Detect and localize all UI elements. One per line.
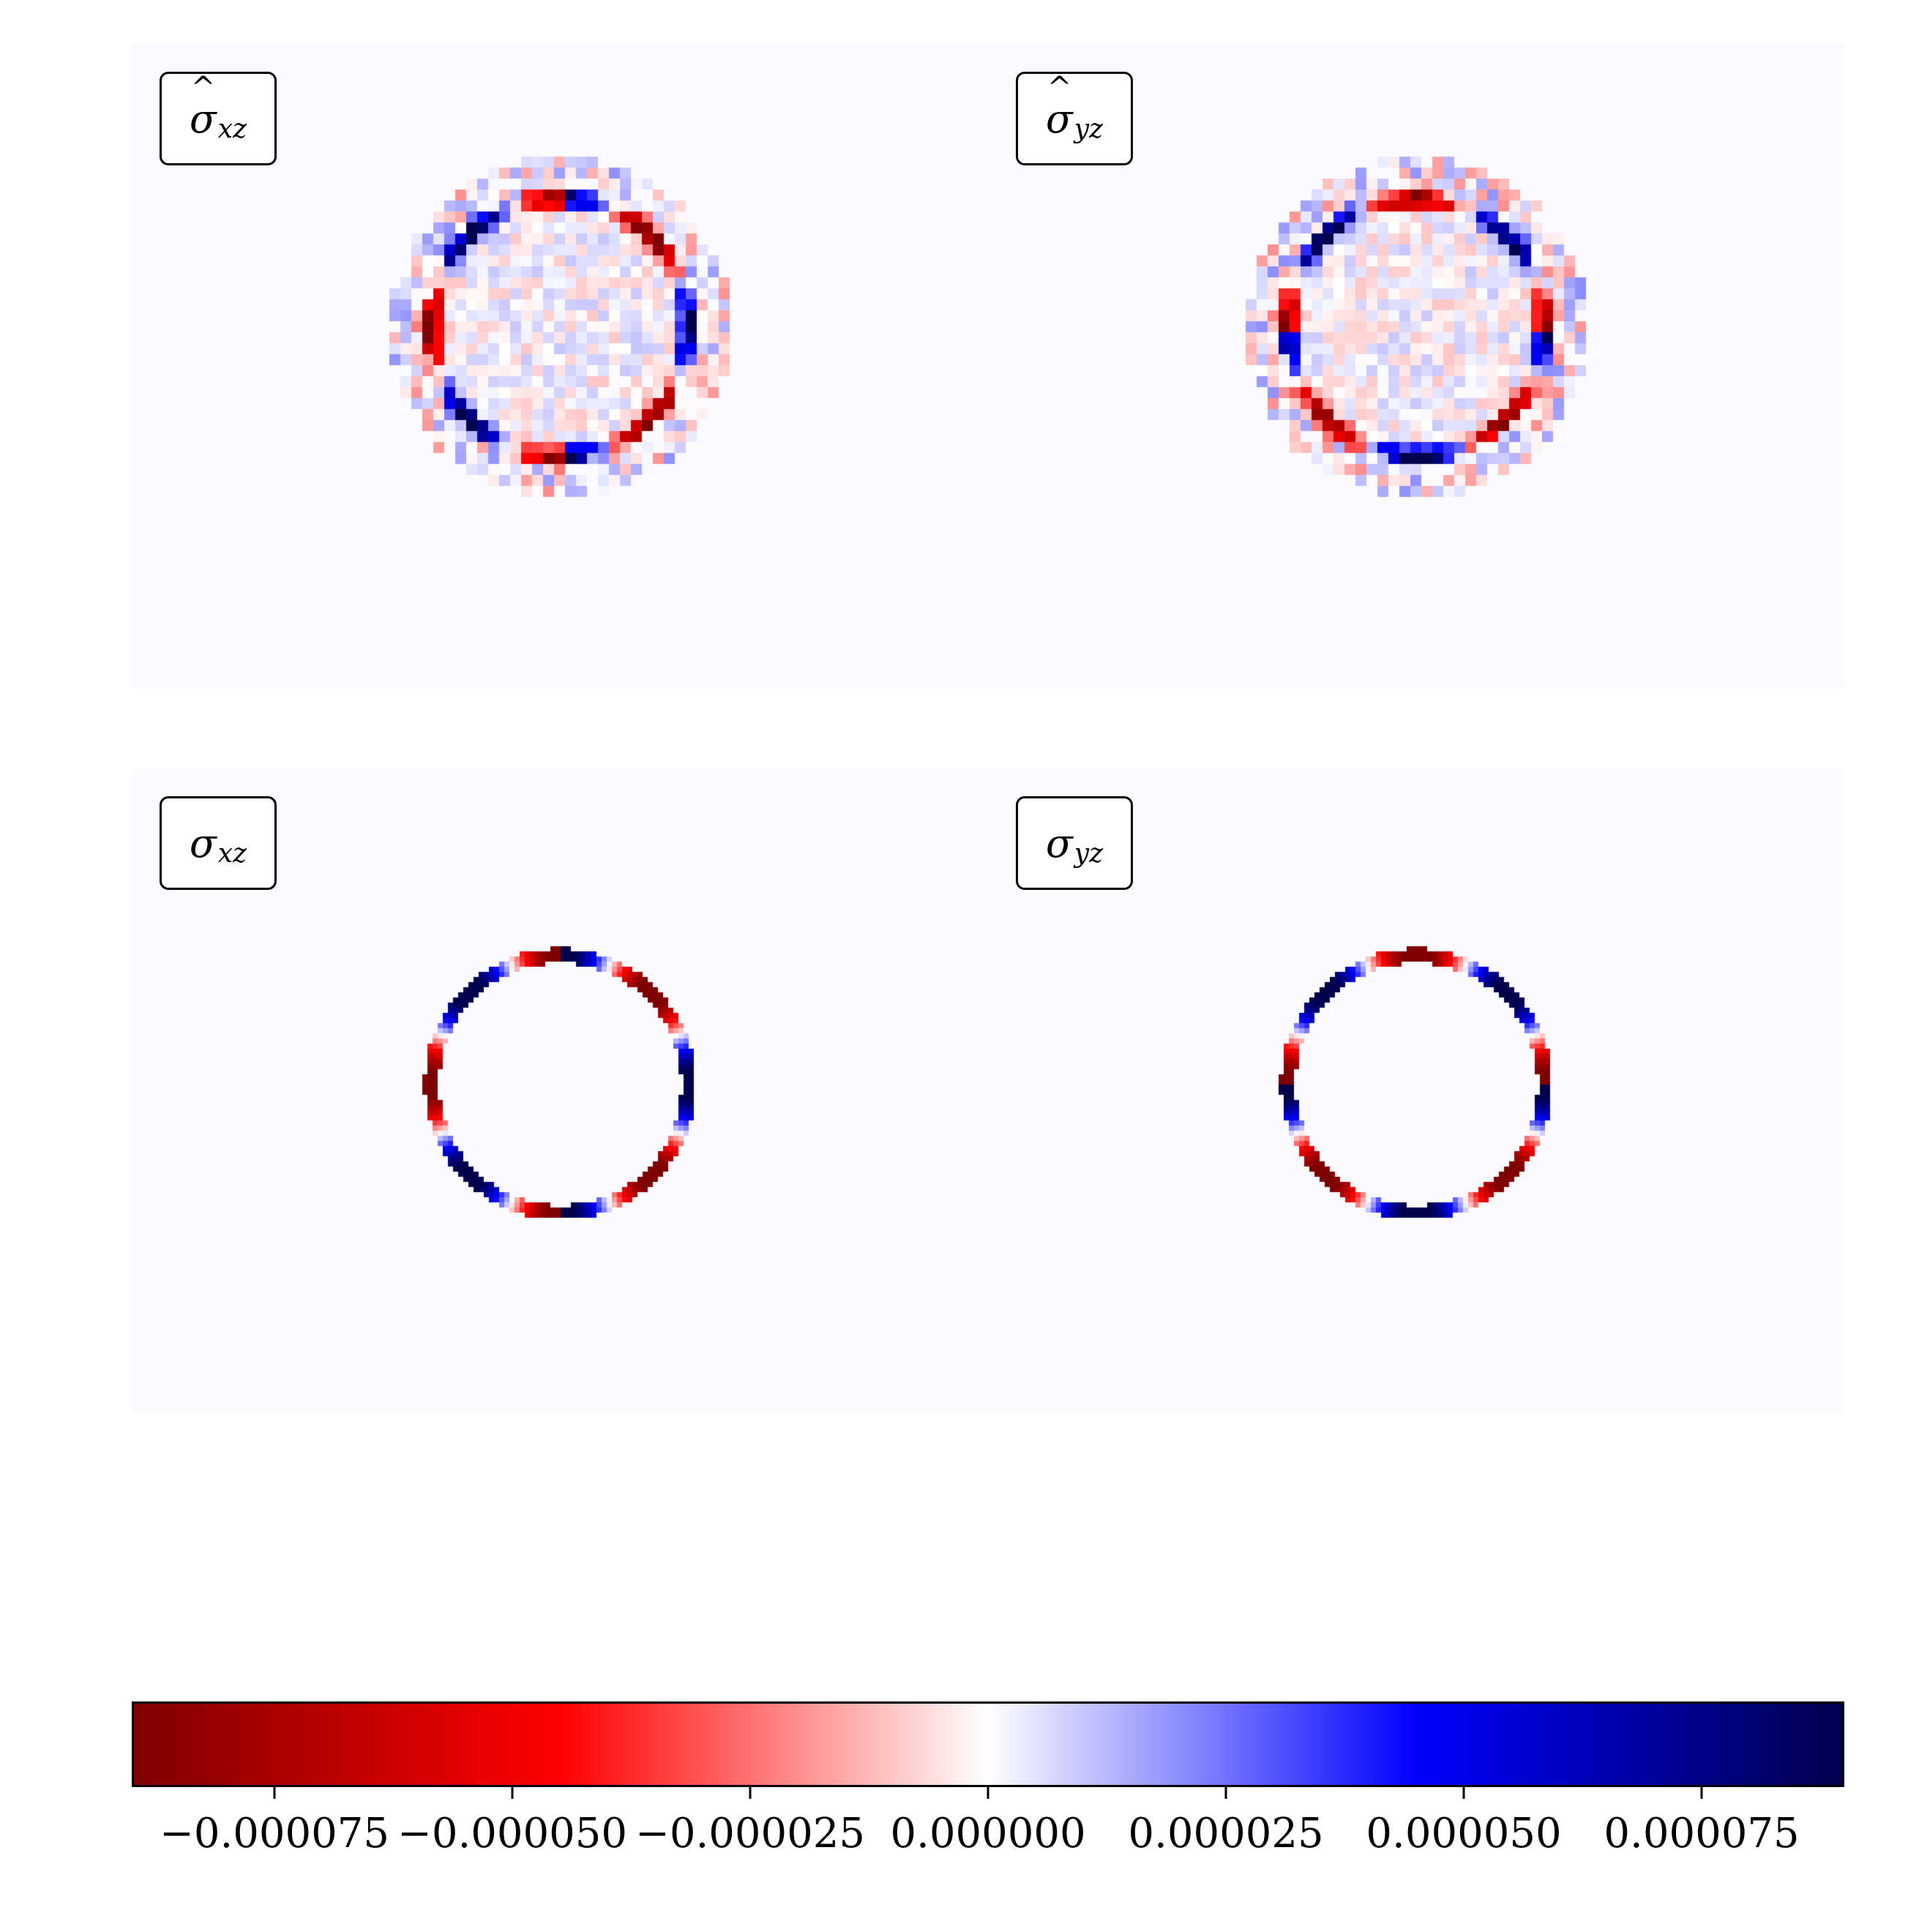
colorbar-tick-label: −0.000025 xyxy=(635,1810,865,1857)
panel-label-sigma-xz: σ xz xyxy=(160,796,277,890)
heatmap-panel-hat-sigma-yz: ^ σ yz xyxy=(988,44,1844,688)
heatmap-panel-sigma-xz: σ xz xyxy=(132,768,988,1412)
colorbar-tick-label: −0.000050 xyxy=(397,1810,627,1857)
colorbar-tick-label: 0.000075 xyxy=(1604,1810,1799,1857)
panel-label-hat-sigma-xz: ^ σ xz xyxy=(160,71,277,165)
panel-label-hat-sigma-yz: ^ σ yz xyxy=(1016,71,1133,165)
panel-label-sigma-yz: σ yz xyxy=(1016,796,1133,890)
colorbar-tick-label: 0.000000 xyxy=(890,1810,1085,1857)
colorbar-tick-label: 0.000050 xyxy=(1366,1810,1561,1857)
heatmap-panel-hat-sigma-xz: ^ σ xz xyxy=(132,44,988,688)
heatmap-panel-sigma-yz: σ yz xyxy=(988,768,1844,1412)
colorbar xyxy=(132,1701,1844,1787)
colorbar-tick-label: −0.000075 xyxy=(160,1810,389,1857)
colorbar-tick-label: 0.000025 xyxy=(1128,1810,1323,1857)
